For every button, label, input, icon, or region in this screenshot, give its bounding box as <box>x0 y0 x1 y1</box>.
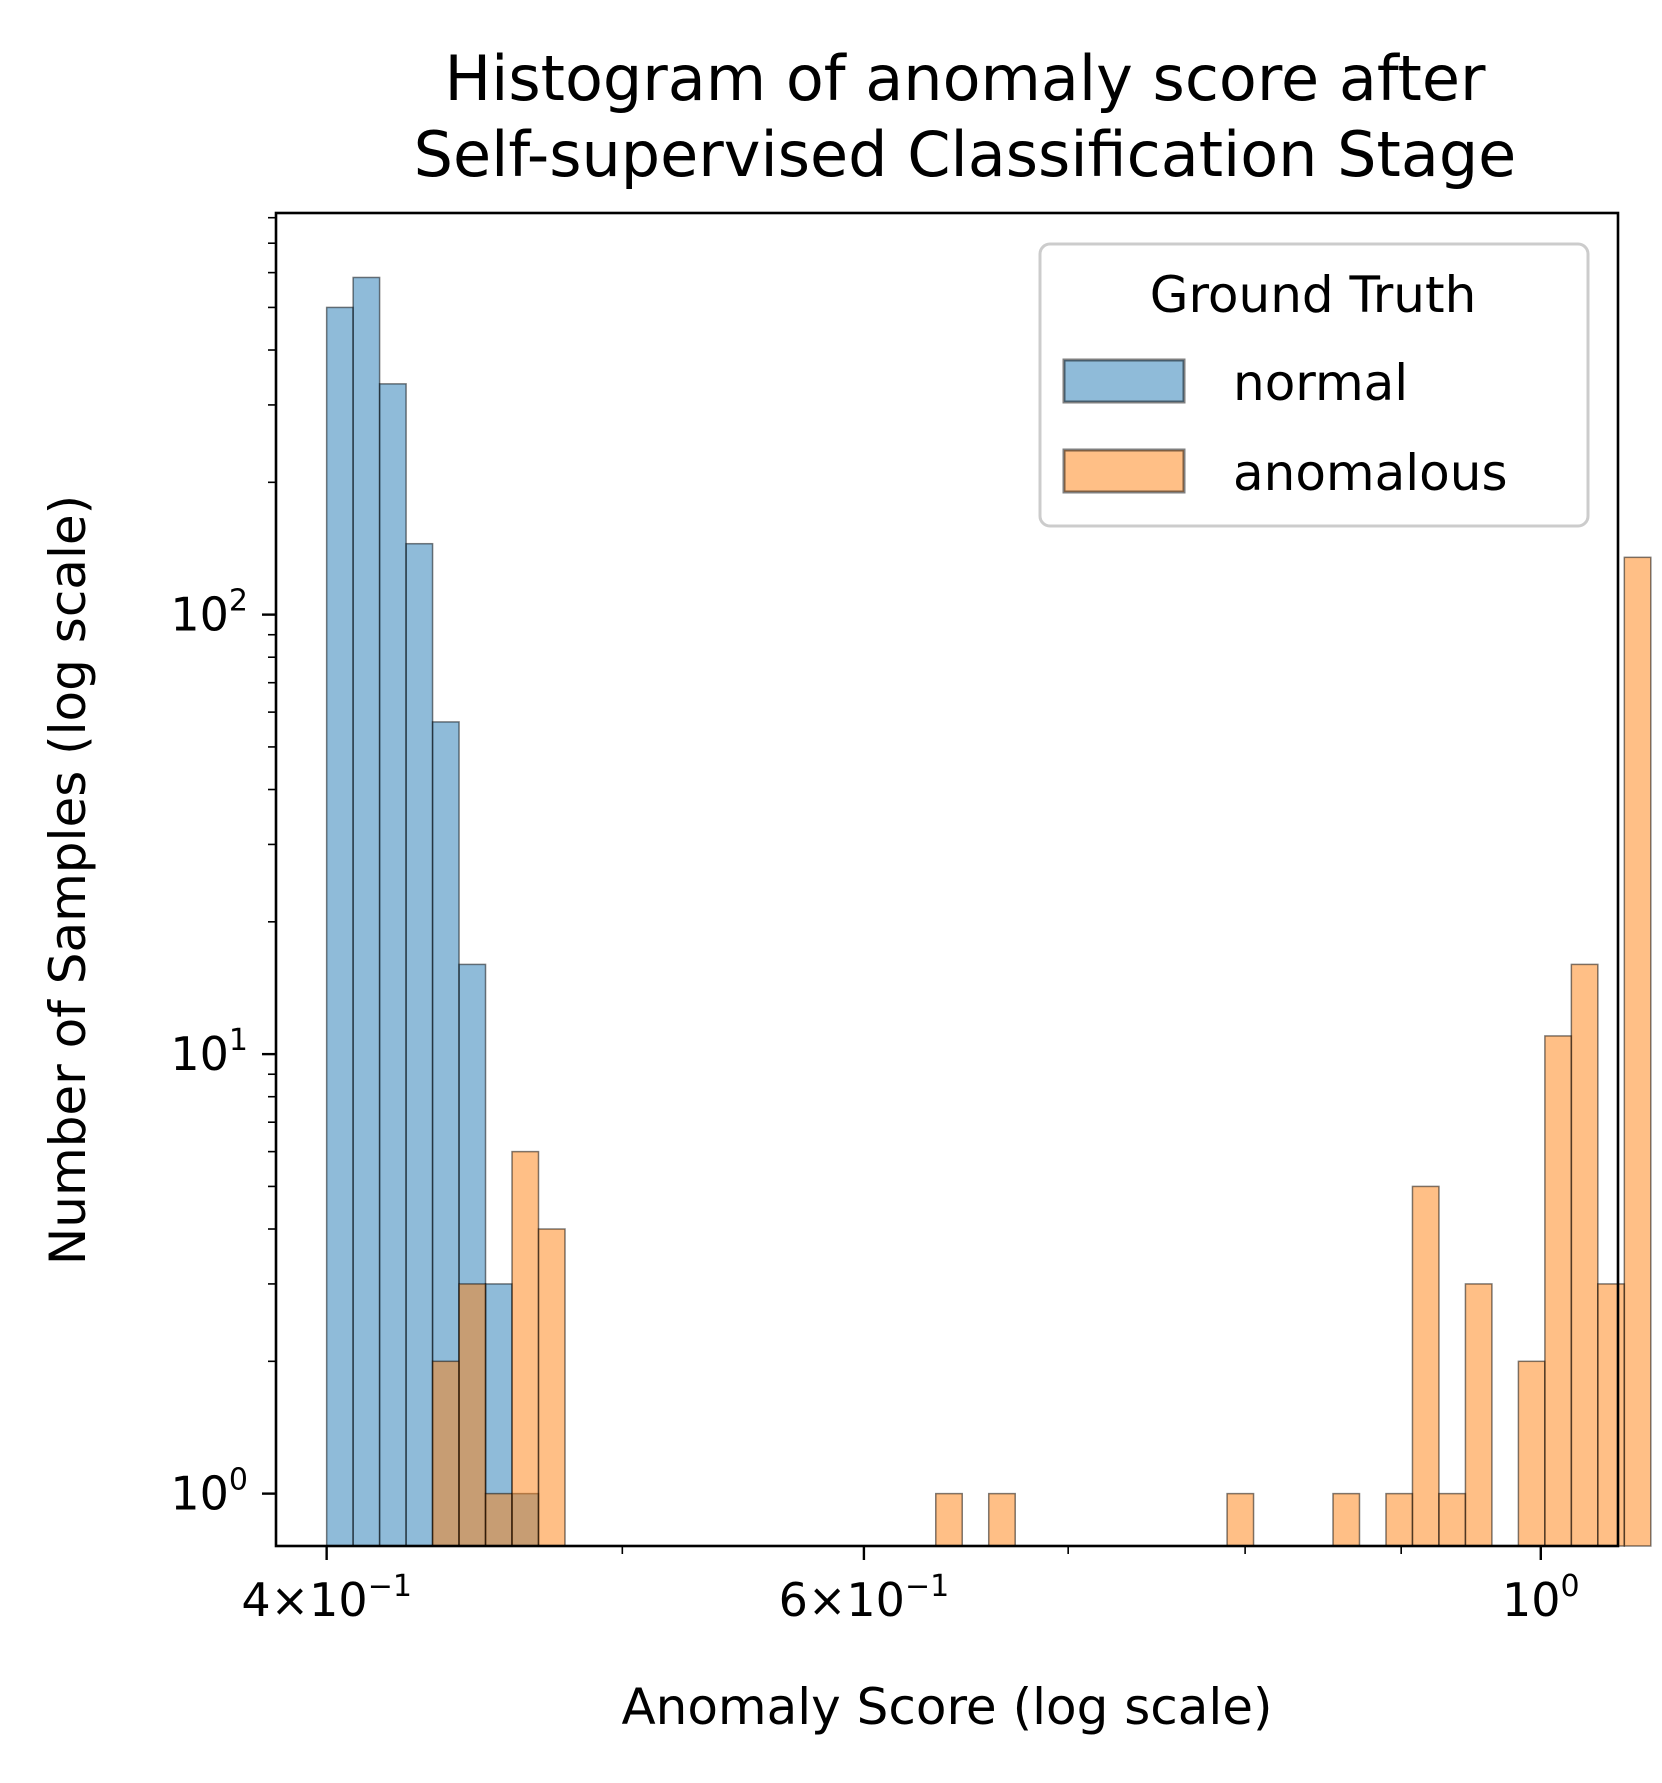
legend-swatch-anomalous <box>1062 448 1186 494</box>
normal-bar <box>352 276 381 1547</box>
legend-label-anomalous: anomalous <box>1233 444 1508 502</box>
chart-title-line-2: Self-supervised Classification Stage <box>414 118 1517 191</box>
anomalous-bar <box>935 1492 963 1547</box>
anomalous-bars <box>431 556 1652 1547</box>
legend-swatch-normal <box>1062 358 1186 404</box>
legend: Ground Truth normal anomalous <box>1038 242 1590 528</box>
chart-title-line-1: Histogram of anomaly score after <box>444 42 1486 115</box>
anomalous-bar <box>1464 1283 1493 1547</box>
anomalous-bar <box>431 1360 460 1547</box>
normal-bar <box>325 306 354 1547</box>
legend-title: Ground Truth <box>1150 266 1477 324</box>
anomalous-bar <box>511 1150 540 1547</box>
plot-area-frame <box>274 211 1620 1548</box>
normal-bar <box>405 542 434 1547</box>
anomalous-bar <box>484 1492 513 1547</box>
anomalous-bar <box>1332 1492 1361 1547</box>
anomalous-bar <box>1517 1360 1546 1547</box>
anomalous-bar <box>1385 1492 1414 1547</box>
y-axis-label: Number of Samples (log scale) <box>39 495 97 1265</box>
x-axis-label: Anomaly Score (log scale) <box>621 1678 1272 1736</box>
anomalous-bar <box>1570 963 1599 1547</box>
anomalous-bar <box>1597 1283 1626 1547</box>
anomalous-bar <box>1623 556 1652 1547</box>
anomalous-bar <box>1226 1492 1255 1547</box>
legend-label-normal: normal <box>1233 354 1408 412</box>
normal-bar <box>378 383 407 1547</box>
anomalous-bar <box>537 1228 566 1547</box>
anomalous-bar <box>987 1492 1016 1547</box>
x-tick-label: 100 <box>1502 1569 1580 1627</box>
anomalous-bar <box>458 1283 487 1547</box>
anomalous-bar <box>1411 1185 1440 1547</box>
normal-bars <box>325 276 540 1547</box>
anomalous-bar <box>1544 1035 1573 1547</box>
anomalous-bar <box>1438 1492 1467 1547</box>
